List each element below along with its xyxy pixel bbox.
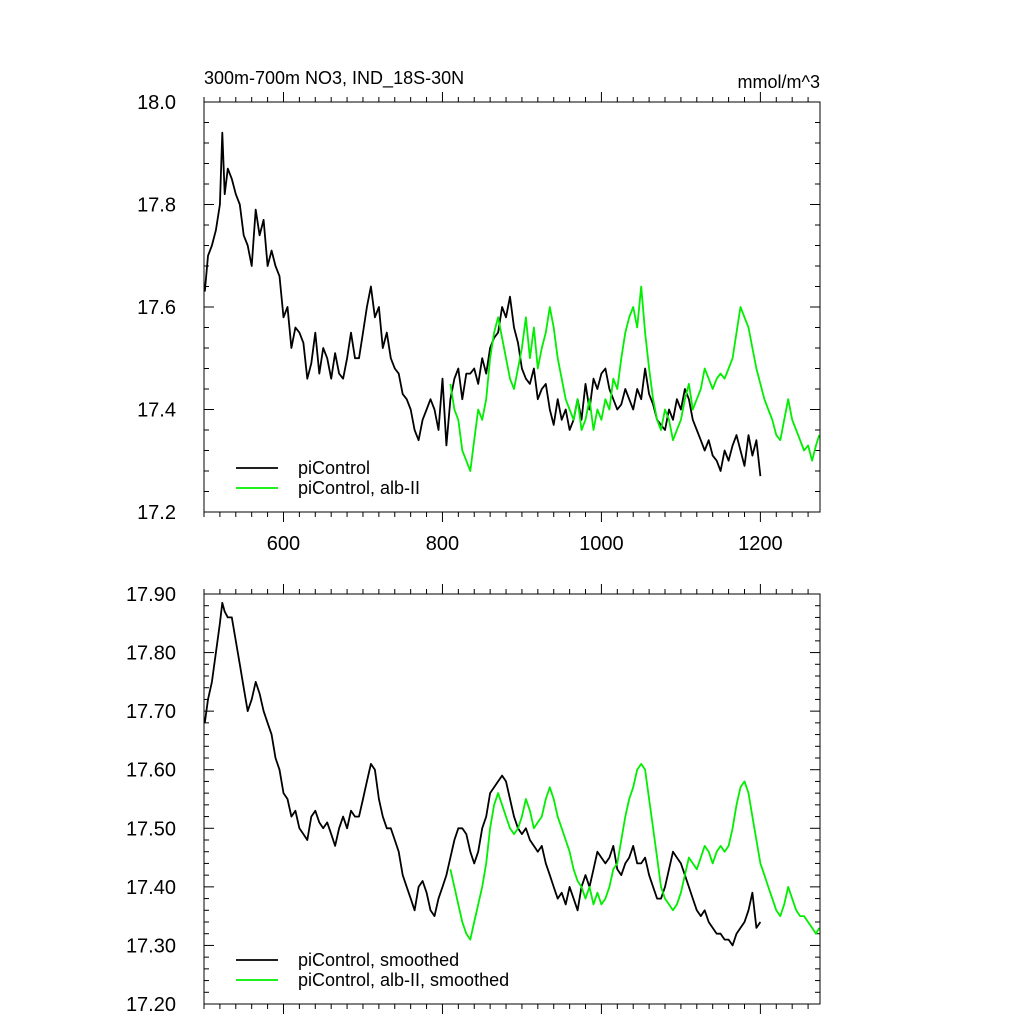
bottom-series-line-2 bbox=[449, 763, 820, 941]
top-ytick-label: 17.6 bbox=[137, 297, 176, 319]
top-panel-plot-frame bbox=[203, 101, 821, 513]
top-panel-units: mmol/m^3 bbox=[738, 72, 820, 92]
top-xtick-label: 600 bbox=[267, 533, 300, 555]
bottom-ytick-label: 17.50 bbox=[126, 818, 176, 840]
bottom-panel: 17.20 17.30 17.40 17.50 17.60 17.70 17.80 17.90… bbox=[126, 584, 821, 1016]
top-xtick-label: 800 bbox=[426, 533, 459, 555]
top-series-line-1 bbox=[203, 131, 762, 477]
top-legend-label-2: piControl, alb-II bbox=[298, 478, 420, 498]
top-ytick-label: 17.8 bbox=[137, 195, 176, 217]
bottom-ytick-label: 17.40 bbox=[126, 877, 176, 899]
top-ytick-label: 17.2 bbox=[137, 502, 176, 524]
bottom-legend-label-2: piControl, alb-II, smoothed bbox=[298, 970, 509, 990]
bottom-ytick-label: 17.60 bbox=[126, 760, 176, 782]
bottom-panel-plot-frame bbox=[203, 593, 821, 1005]
top-legend-label-1: piControl bbox=[298, 458, 370, 478]
bottom-ytick-label: 17.70 bbox=[126, 701, 176, 723]
bottom-series-line-1 bbox=[203, 601, 762, 947]
top-panel-title: 300m-700m NO3, IND_18S-30N bbox=[204, 68, 464, 89]
top-xtick-label: 1000 bbox=[579, 533, 624, 555]
bottom-ytick-label: 17.30 bbox=[126, 935, 176, 957]
top-series-line-2 bbox=[449, 285, 821, 472]
bottom-ytick-label: 17.80 bbox=[126, 643, 176, 665]
top-xtick-label: 1200 bbox=[738, 533, 783, 555]
bottom-legend-label-1: piControl, smoothed bbox=[298, 950, 459, 970]
top-panel: 300m-700m NO3, IND_18S-30N mmol/m^3 17.2… bbox=[137, 68, 821, 555]
bottom-ytick-label: 17.20 bbox=[126, 994, 176, 1016]
bottom-ytick-label: 17.90 bbox=[126, 584, 176, 606]
top-ytick-label: 18.0 bbox=[137, 92, 176, 114]
top-ytick-label: 17.4 bbox=[137, 400, 176, 422]
